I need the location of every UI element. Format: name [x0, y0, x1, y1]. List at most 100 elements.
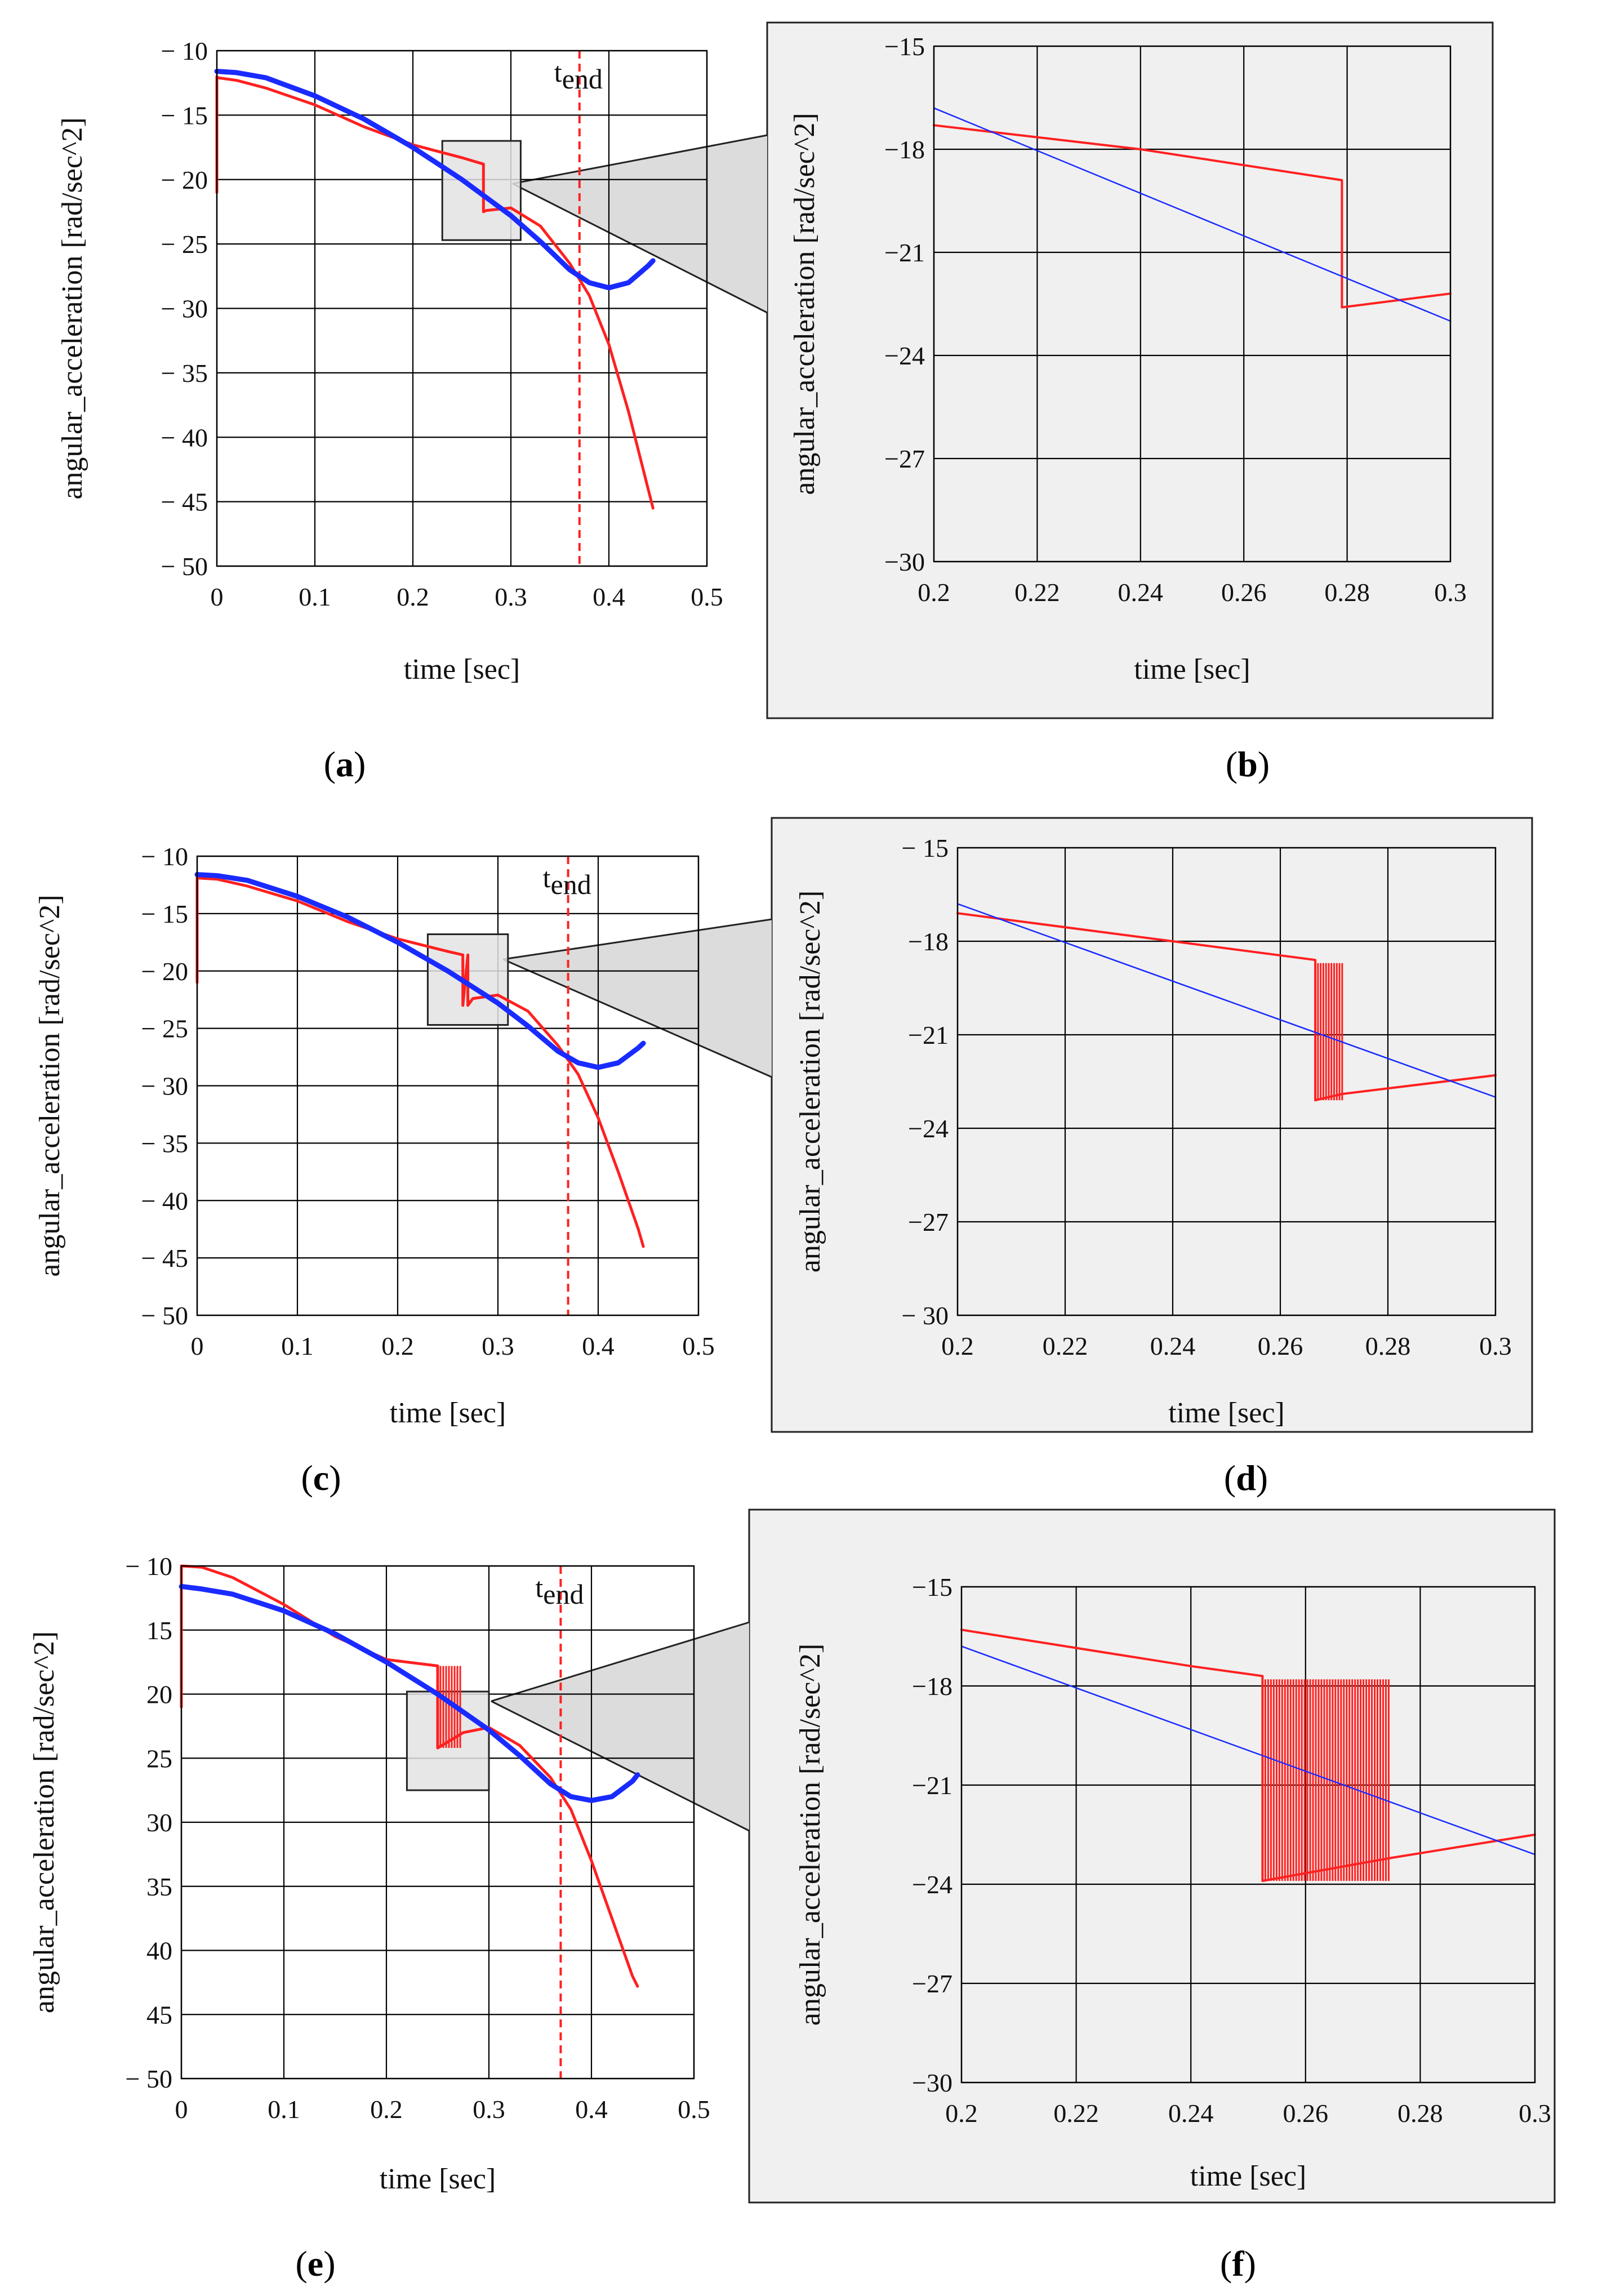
zoom-fan-a [513, 135, 767, 313]
y-tick-label-b-3: −24 [884, 341, 925, 370]
y-axis-label-d: angular_acceleration [rad/sec^2] [794, 891, 826, 1272]
panel-paren-open-a: ( [324, 744, 336, 784]
x-tick-label-b-0: 0.2 [918, 578, 950, 607]
panel-paren-close-f: ) [1244, 2244, 1256, 2284]
x-tick-label-b-5: 0.3 [1434, 578, 1467, 607]
x-tick-label-c-5: 0.5 [682, 1332, 715, 1360]
inset-background-d [771, 817, 1533, 1433]
y-tick-label-b-2: −21 [884, 238, 925, 267]
y-tick-label-d-2: −21 [908, 1021, 949, 1049]
y-tick-label-c-0: − 10 [141, 842, 188, 871]
y-tick-label-e-1: 15 [146, 1616, 172, 1645]
series-d [956, 903, 1497, 1102]
y-tick-label-c-2: − 20 [141, 957, 188, 986]
series-simulated-d [956, 912, 1497, 1102]
ticks-b: 0.2 0.22 0.24 0.26 0.28 0.3 −15 −18 −21 −24 −27 −30 [884, 32, 1467, 607]
series-b [933, 107, 1452, 322]
panel-c: 0 0.1 0.2 0.3 0.4 0.5 − 10 − 15 − 20 − 25 − 30 − 35… [34, 842, 715, 1498]
panel-paren-open-c: ( [301, 1458, 313, 1498]
plot-frame-b [933, 45, 1452, 563]
y-tick-label-b-1: −18 [884, 135, 925, 164]
panel-label-a: (a) [324, 744, 366, 784]
plot-frame-a [216, 50, 708, 567]
y-tick-label-e-4: 30 [146, 1808, 172, 1837]
tend-sub-a: end [562, 63, 603, 95]
tend-label-e: tend [535, 1572, 584, 1610]
y-tick-label-e-0: − 10 [126, 1552, 172, 1581]
ticks-e: 0 0.1 0.2 0.3 0.4 0.5 − 10 15 20 25 30 35 40 45 − 50 [126, 1552, 710, 2124]
y-tick-label-e-2: 20 [146, 1680, 172, 1709]
panel-paren-open-e: ( [295, 2244, 307, 2284]
x-tick-label-d-4: 0.28 [1365, 1332, 1411, 1360]
x-axis-label-d: time [sec] [1168, 1397, 1284, 1429]
plot-frame-c [196, 855, 700, 1316]
tend-sub-e: end [543, 1578, 584, 1610]
zoom-connector-ab [512, 134, 768, 314]
y-tick-label-c-1: − 15 [141, 900, 188, 928]
x-axis-label-e: time [sec] [380, 2163, 496, 2195]
x-tick-label-e-0: 0 [175, 2095, 188, 2124]
panel-label-e: (e) [295, 2244, 335, 2284]
series-reference-c [194, 872, 646, 1070]
panel-paren-close-b: ) [1258, 744, 1270, 784]
zoom-connector-ef [491, 1621, 750, 1832]
y-tick-label-f-1: −18 [912, 1672, 952, 1701]
x-tick-label-f-4: 0.28 [1397, 2099, 1443, 2128]
x-axis-label-c: time [sec] [390, 1397, 506, 1429]
y-axis-label-b: angular_acceleration [rad/sec^2] [789, 113, 821, 495]
zoom-box-a [441, 140, 522, 241]
x-axis-label-f: time [sec] [1190, 2160, 1306, 2192]
panel-a: 0 0.1 0.2 0.3 0.4 0.5 − 10 − 15 − 20 − 25 − 30 − 35… [56, 37, 723, 784]
panel-label-b: (b) [1226, 744, 1270, 784]
y-tick-label-a-3: − 25 [161, 230, 208, 259]
y-axis-label-f: angular_acceleration [rad/sec^2] [794, 1644, 826, 2026]
x-tick-label-a-1: 0.1 [299, 582, 331, 611]
panel-label-c: (c) [301, 1458, 341, 1498]
x-tick-label-f-2: 0.24 [1168, 2099, 1214, 2128]
panel-paren-close-c: ) [329, 1458, 341, 1498]
zoom-connector-cd [502, 918, 772, 1078]
panel-letter-b: b [1238, 744, 1258, 784]
x-tick-label-c-2: 0.2 [381, 1332, 414, 1360]
series-reference-f [960, 1645, 1536, 1856]
series-reference-a [214, 69, 656, 291]
grid-a [216, 50, 708, 567]
x-tick-label-f-0: 0.2 [945, 2099, 978, 2128]
panel-paren-open-b: ( [1226, 744, 1238, 784]
inset-box-b [766, 21, 1494, 719]
y-tick-label-b-5: −30 [884, 548, 925, 576]
panel-label-d: (d) [1224, 1458, 1268, 1498]
y-tick-label-e-7: 45 [146, 2000, 172, 2029]
y-tick-label-d-0: − 15 [902, 834, 949, 862]
x-tick-label-c-1: 0.1 [281, 1332, 314, 1360]
x-tick-label-a-3: 0.3 [495, 582, 527, 611]
series-f [960, 1628, 1536, 1883]
y-tick-label-c-4: − 30 [141, 1072, 188, 1101]
x-tick-label-b-2: 0.24 [1118, 578, 1164, 607]
y-tick-label-d-5: − 30 [902, 1301, 949, 1330]
y-tick-label-a-6: − 40 [161, 423, 208, 452]
x-tick-label-f-1: 0.22 [1053, 2099, 1099, 2128]
panel-b: 0.2 0.22 0.24 0.26 0.28 0.3 −15 −18 −21 −24 −27 −30… [789, 32, 1467, 784]
inset-box-d [771, 817, 1533, 1433]
x-tick-label-e-1: 0.1 [268, 2095, 300, 2124]
x-tick-label-a-4: 0.4 [593, 582, 625, 611]
tend-label-c: tend [543, 862, 591, 900]
zoom-line-top-c [502, 918, 772, 960]
y-tick-label-e-3: 25 [146, 1744, 172, 1773]
panel-paren-close-e: ) [323, 2244, 335, 2284]
plot-frame-f [960, 1586, 1536, 2084]
y-tick-label-a-0: − 10 [161, 37, 208, 65]
grid-e [180, 1565, 695, 2080]
tend-t-e: t [535, 1572, 543, 1603]
panel-e: 0 0.1 0.2 0.3 0.4 0.5 − 10 15 20 25 30 35 40 45 − 50 t… [28, 1552, 710, 2284]
ticks-f: 0.2 0.22 0.24 0.26 0.28 0.3 −15 −18 −21 −24 −27 −30 [912, 1573, 1551, 2128]
panel-paren-close-a: ) [354, 744, 366, 784]
y-tick-label-d-4: −27 [908, 1208, 949, 1236]
y-tick-label-e-5: 35 [146, 1872, 172, 1901]
series-c [194, 872, 646, 1248]
ticks-c: 0 0.1 0.2 0.3 0.4 0.5 − 10 − 15 − 20 − 25 − 30 − 35… [141, 842, 715, 1360]
x-tick-label-e-3: 0.3 [473, 2095, 505, 2124]
tend-t-a: t [554, 56, 562, 88]
